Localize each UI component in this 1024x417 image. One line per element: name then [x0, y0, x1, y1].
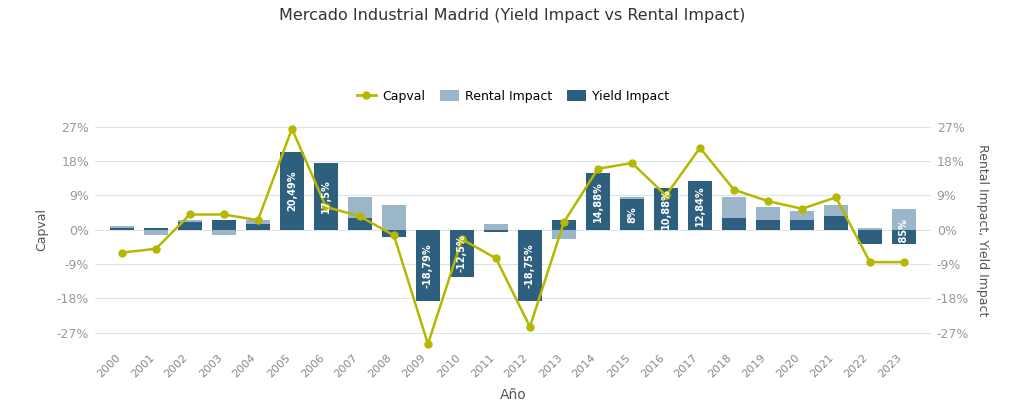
- Bar: [722, 218, 746, 230]
- Text: 12,84%: 12,84%: [695, 185, 705, 226]
- Bar: [518, 230, 542, 258]
- Bar: [348, 218, 372, 230]
- Bar: [688, 197, 712, 230]
- Bar: [823, 216, 848, 230]
- Bar: [110, 226, 134, 230]
- Bar: [382, 205, 407, 230]
- Bar: [110, 228, 134, 230]
- Bar: [348, 197, 372, 230]
- Bar: [653, 193, 678, 230]
- Bar: [756, 207, 780, 230]
- Bar: [552, 230, 577, 239]
- Bar: [313, 196, 338, 230]
- Bar: [892, 230, 916, 244]
- Bar: [790, 211, 814, 230]
- Text: 20,49%: 20,49%: [287, 171, 297, 211]
- Bar: [756, 220, 780, 230]
- Bar: [143, 228, 168, 230]
- Text: -18,79%: -18,79%: [423, 243, 433, 288]
- Bar: [722, 197, 746, 230]
- Bar: [212, 220, 237, 230]
- Text: 10,88%: 10,88%: [660, 188, 671, 229]
- Text: -12,5%: -12,5%: [457, 235, 467, 272]
- Text: 17,5%: 17,5%: [321, 179, 331, 213]
- Text: -3,85%: -3,85%: [899, 218, 909, 256]
- Bar: [790, 220, 814, 230]
- Bar: [246, 224, 270, 230]
- Bar: [450, 230, 474, 243]
- Y-axis label: Rental Impact, Yield Impact: Rental Impact, Yield Impact: [976, 143, 988, 316]
- Text: Mercado Industrial Madrid (Yield Impact vs Rental Impact): Mercado Industrial Madrid (Yield Impact …: [279, 8, 745, 23]
- Bar: [518, 230, 542, 301]
- Bar: [653, 188, 678, 230]
- Bar: [178, 220, 202, 230]
- Bar: [858, 228, 883, 230]
- Bar: [382, 230, 407, 237]
- Bar: [823, 205, 848, 230]
- Bar: [178, 222, 202, 230]
- Text: -18,75%: -18,75%: [525, 243, 535, 288]
- Text: 14,88%: 14,88%: [593, 181, 603, 222]
- Bar: [858, 230, 883, 244]
- Bar: [552, 220, 577, 230]
- X-axis label: Año: Año: [500, 388, 526, 402]
- Legend: Capval, Rental Impact, Yield Impact: Capval, Rental Impact, Yield Impact: [352, 85, 674, 108]
- Bar: [416, 230, 440, 251]
- Bar: [620, 197, 644, 230]
- Bar: [586, 173, 610, 230]
- Bar: [416, 230, 440, 301]
- Bar: [586, 209, 610, 230]
- Bar: [212, 230, 237, 236]
- Bar: [313, 163, 338, 230]
- Y-axis label: Capval: Capval: [36, 208, 48, 251]
- Bar: [688, 181, 712, 230]
- Text: 8%: 8%: [627, 206, 637, 223]
- Bar: [450, 230, 474, 277]
- Bar: [246, 220, 270, 230]
- Bar: [892, 209, 916, 230]
- Bar: [483, 224, 508, 230]
- Bar: [143, 230, 168, 236]
- Bar: [280, 152, 304, 230]
- Bar: [620, 199, 644, 230]
- Bar: [483, 230, 508, 231]
- Bar: [280, 214, 304, 230]
